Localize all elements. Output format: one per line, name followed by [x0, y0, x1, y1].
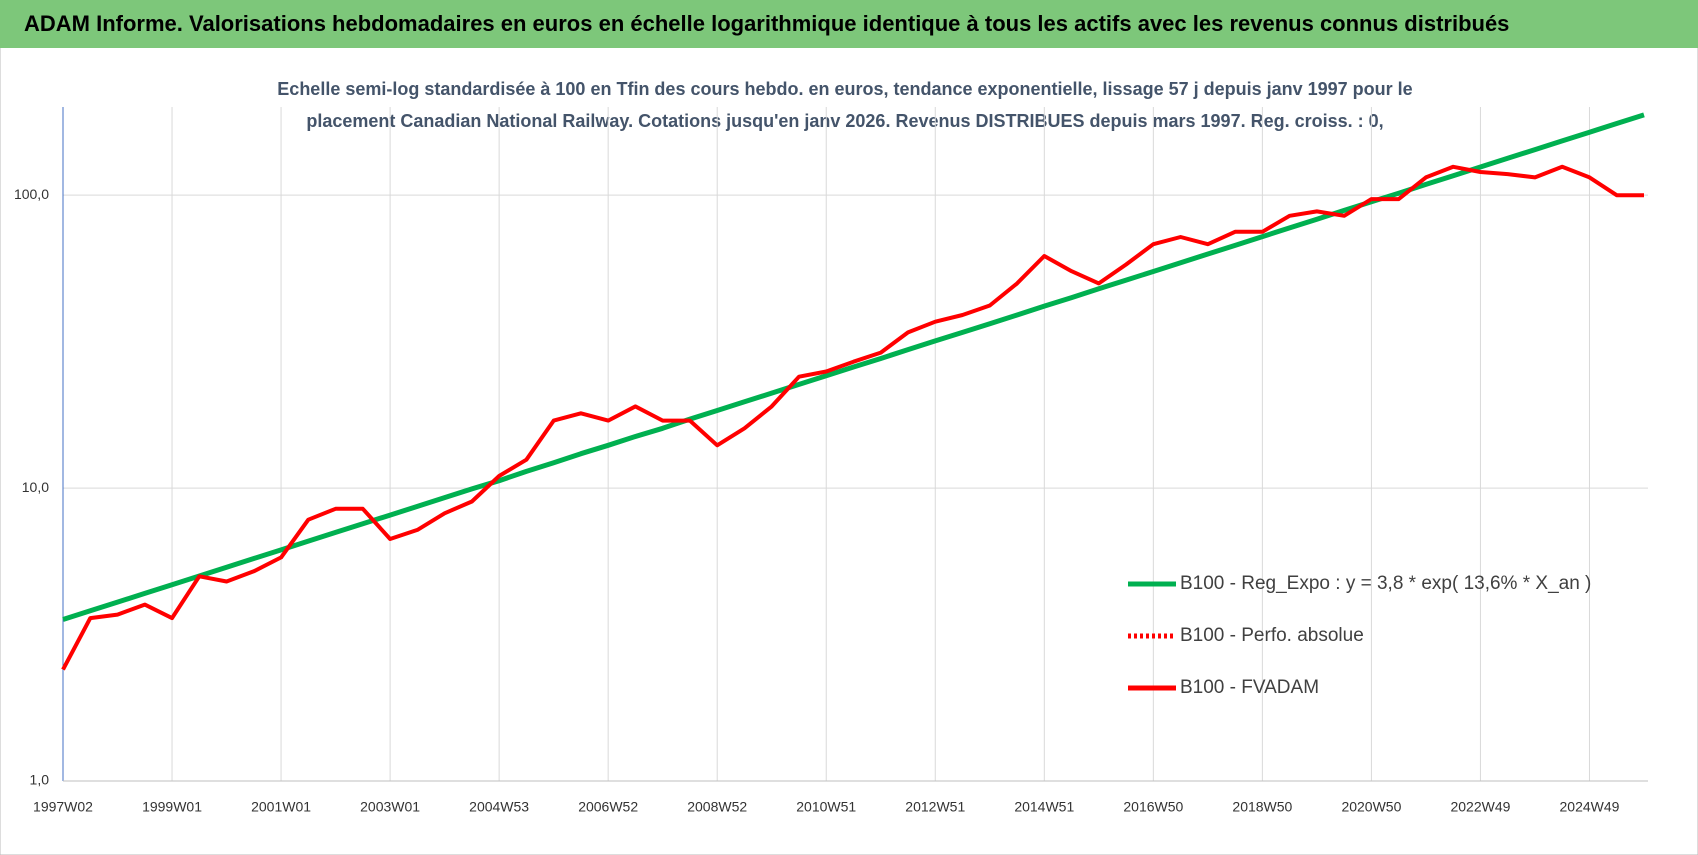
x-tick-label: 2018W50: [1232, 799, 1292, 815]
y-tick-label: 100,0: [14, 186, 49, 202]
x-tick-label: 2024W49: [1560, 799, 1620, 815]
x-tick-label: 1997W02: [33, 799, 93, 815]
x-tick-label: 2003W01: [360, 799, 420, 815]
x-tick-label: 2020W50: [1341, 799, 1401, 815]
chart-subtitle: Echelle semi-log standardisée à 100 en T…: [277, 79, 1412, 99]
legend-label: B100 - FVADAM: [1180, 677, 1319, 698]
x-tick-label: 2004W53: [469, 799, 529, 815]
x-tick-label: 2001W01: [251, 799, 311, 815]
x-tick-label: 2010W51: [796, 799, 856, 815]
x-tick-label: 1999W01: [142, 799, 202, 815]
x-tick-label: 2008W52: [687, 799, 747, 815]
x-tick-label: 2022W49: [1450, 799, 1510, 815]
chart-subtitle: placement Canadian National Railway. Cot…: [306, 111, 1383, 131]
title-banner: [0, 0, 1698, 48]
y-tick-label: 1,0: [30, 772, 50, 788]
chart-title: ADAM Informe. Valorisations hebdomadaire…: [24, 11, 1509, 36]
x-tick-label: 2016W50: [1123, 799, 1183, 815]
x-tick-label: 2012W51: [905, 799, 965, 815]
y-tick-label: 10,0: [22, 479, 49, 495]
x-tick-label: 2014W51: [1014, 799, 1074, 815]
legend-label: B100 - Reg_Expo : y = 3,8 * exp( 13,6% *…: [1180, 573, 1591, 594]
data-line: [61, 164, 1644, 671]
legend-label: B100 - Perfo. absolue: [1180, 625, 1364, 646]
x-tick-label: 2006W52: [578, 799, 638, 815]
